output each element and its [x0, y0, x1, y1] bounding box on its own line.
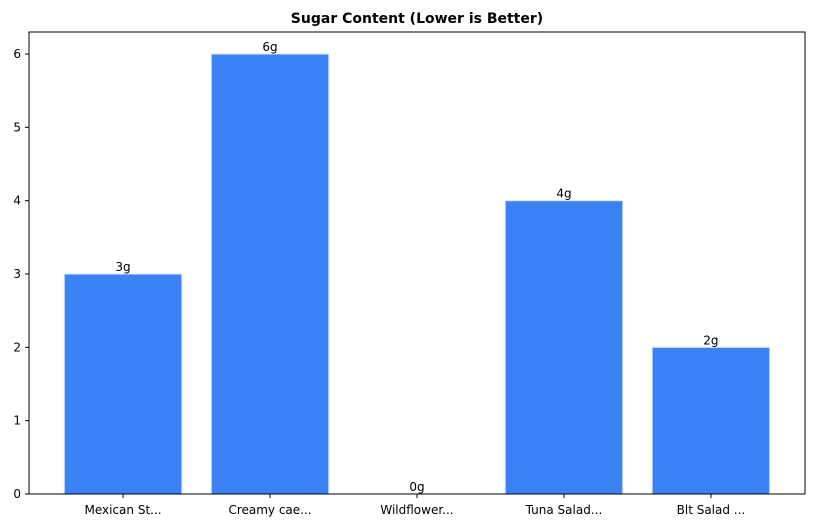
bar	[504, 200, 624, 495]
data-label: 0g	[409, 480, 424, 494]
y-tick-label: 0	[13, 487, 21, 501]
x-tick-label: Wildflower...	[380, 503, 453, 517]
data-label: 4g	[556, 187, 571, 201]
x-tick-label: Mexican St...	[85, 503, 162, 517]
bar	[210, 53, 330, 495]
x-tick-label: Tuna Salad...	[525, 503, 603, 517]
y-tick-label: 2	[13, 340, 21, 354]
bar	[63, 273, 183, 495]
y-tick-label: 3	[13, 267, 21, 281]
y-tick-label: 6	[13, 47, 21, 61]
y-tick-label: 1	[13, 414, 21, 428]
data-label: 6g	[262, 40, 277, 54]
chart-title: Sugar Content (Lower is Better)	[291, 11, 543, 27]
x-tick-label: Blt Salad ...	[677, 503, 746, 517]
x-tick-label: Creamy cae...	[228, 503, 311, 517]
data-label: 3g	[115, 260, 130, 274]
y-tick-label: 4	[13, 194, 21, 208]
data-label: 2g	[703, 333, 718, 347]
bar	[651, 346, 771, 495]
y-tick-label: 5	[13, 120, 21, 134]
plot-frame	[28, 31, 806, 495]
